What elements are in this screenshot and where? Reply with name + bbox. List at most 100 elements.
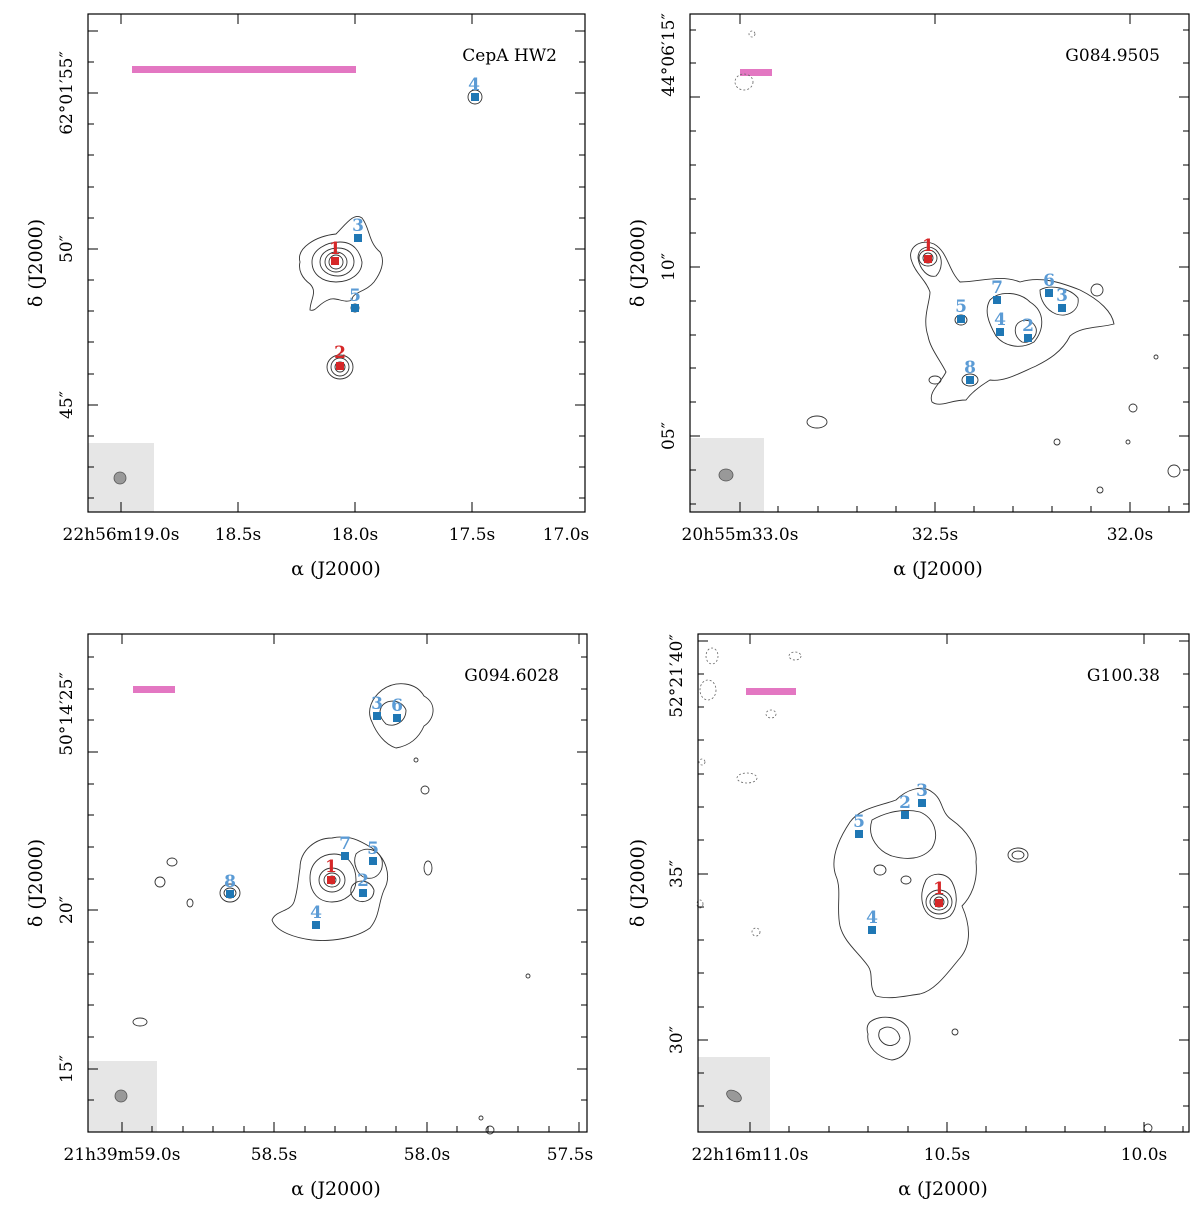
- source-8-label: 8: [224, 872, 236, 892]
- source-1-marker: [331, 257, 339, 265]
- source-1-marker: [327, 876, 335, 884]
- source-4-label: 4: [310, 903, 322, 923]
- source-3-marker: [1058, 304, 1066, 312]
- scale-bar: [132, 66, 356, 73]
- source-markers: 1 2 3 4 5: [329, 75, 480, 370]
- y-tick-label: 20″: [57, 896, 77, 924]
- source-2-marker: [336, 362, 344, 370]
- source-2-marker: [359, 889, 367, 897]
- x-tick-label: 17.5s: [449, 525, 496, 545]
- source-markers: 1 2 3 4 5 6 7 8: [224, 694, 403, 929]
- source-3-marker: [373, 712, 381, 720]
- y-tick-label: 44°06′15″: [659, 13, 679, 97]
- x-axis-label: α (J2000): [898, 1178, 988, 1200]
- x-axis-label: α (J2000): [291, 1178, 381, 1200]
- source-3-marker: [918, 799, 926, 807]
- panel-title: CepA HW2: [462, 46, 557, 66]
- source-6-label: 6: [1043, 271, 1055, 291]
- scale-bar: [133, 686, 175, 693]
- x-tick-label: 58.5s: [251, 1145, 298, 1165]
- source-3-label: 3: [371, 694, 383, 714]
- x-tick-label: 22h56m19.0s: [63, 525, 180, 545]
- beam-ellipse: [113, 471, 127, 485]
- source-3-label: 3: [1056, 286, 1068, 306]
- panel-title: G100.38: [1087, 666, 1160, 686]
- source-4-label: 4: [866, 908, 878, 928]
- x-tick-label: 21h39m59.0s: [64, 1145, 181, 1165]
- source-5-label: 5: [349, 286, 361, 306]
- panel-title: G084.9505: [1065, 46, 1160, 66]
- y-tick-label: 05″: [659, 422, 679, 450]
- source-7-label: 7: [991, 278, 1003, 298]
- x-tick-label: 32.5s: [912, 525, 959, 545]
- source-5-marker: [957, 315, 965, 323]
- source-5-marker: [369, 857, 377, 865]
- x-tick-label: 58.0s: [404, 1145, 451, 1165]
- y-tick-label: 45″: [57, 391, 77, 419]
- source-7-label: 7: [339, 834, 351, 854]
- x-tick-label: 22h16m11.0s: [692, 1145, 809, 1165]
- source-5-label: 5: [367, 839, 379, 859]
- y-tick-label: 50″: [57, 235, 77, 263]
- source-7-marker: [993, 296, 1001, 304]
- scale-bar: [746, 688, 796, 695]
- source-markers: 1 2 3 4 5: [853, 781, 945, 934]
- y-tick-label: 62°01′55″: [57, 51, 77, 135]
- y-tick-label: 50°14′25″: [57, 672, 77, 756]
- source-1-label: 1: [325, 857, 337, 877]
- source-8-marker: [226, 890, 234, 898]
- source-4-marker: [868, 926, 876, 934]
- x-tick-label: 10.0s: [1121, 1145, 1168, 1165]
- x-tick-label: 20h55m33.0s: [682, 525, 799, 545]
- panel-g084-9505: 1 2 3 4 5 6 7 8: [627, 13, 1190, 580]
- source-1-label: 1: [933, 879, 945, 899]
- source-markers: 1 2 3 4 5 6 7 8: [922, 236, 1068, 384]
- y-tick-label: 52°21′40″: [667, 634, 687, 718]
- source-6-label: 6: [391, 696, 403, 716]
- source-2-label: 2: [1022, 316, 1034, 336]
- source-2-marker: [901, 811, 909, 819]
- panel-cepa-hw2: 1 2 3 4 5: [25, 13, 590, 580]
- source-4-label: 4: [994, 310, 1006, 330]
- source-2-label: 2: [899, 793, 911, 813]
- source-2-label: 2: [357, 871, 369, 891]
- source-3-marker: [354, 234, 362, 242]
- y-tick-label: 30″: [667, 1026, 687, 1054]
- source-8-label: 8: [964, 358, 976, 378]
- source-1-marker: [935, 899, 943, 907]
- source-2-marker: [1024, 334, 1032, 342]
- beam-ellipse: [718, 468, 734, 482]
- x-axis-label: α (J2000): [893, 558, 983, 580]
- source-8-marker: [966, 376, 974, 384]
- y-tick-label: 15″: [57, 1055, 77, 1083]
- x-tick-label: 18.0s: [332, 525, 379, 545]
- source-3-label: 3: [352, 216, 364, 236]
- contours: [696, 647, 1153, 1133]
- x-tick-label: 17.0s: [543, 525, 590, 545]
- source-4-marker: [996, 328, 1004, 336]
- source-6-marker: [393, 714, 401, 722]
- x-tick-label: 10.5s: [924, 1145, 971, 1165]
- scale-bar: [740, 69, 772, 76]
- source-5-label: 5: [853, 812, 865, 832]
- source-5-marker: [855, 830, 863, 838]
- panel-g094-6028: 1 2 3 4 5 6 7 8: [25, 633, 594, 1200]
- beam-ellipse: [726, 1089, 742, 1103]
- beam-ellipse: [114, 1089, 128, 1103]
- source-3-label: 3: [916, 781, 928, 801]
- panel-g100-38: 1 2 3 4 5: [627, 633, 1190, 1200]
- source-1-marker: [924, 255, 932, 263]
- source-1-label: 1: [329, 239, 341, 259]
- source-5-marker: [351, 304, 359, 312]
- y-tick-label: 10″: [659, 253, 679, 281]
- source-2-label: 2: [334, 343, 346, 363]
- source-1-label: 1: [922, 236, 934, 256]
- y-axis-label: δ (J2000): [627, 219, 649, 307]
- x-axis-label: α (J2000): [291, 558, 381, 580]
- y-axis-label: δ (J2000): [25, 839, 47, 927]
- source-4-marker: [471, 93, 479, 101]
- x-tick-label: 57.5s: [547, 1145, 594, 1165]
- panel-title: G094.6028: [464, 666, 559, 686]
- source-4-label: 4: [468, 75, 480, 95]
